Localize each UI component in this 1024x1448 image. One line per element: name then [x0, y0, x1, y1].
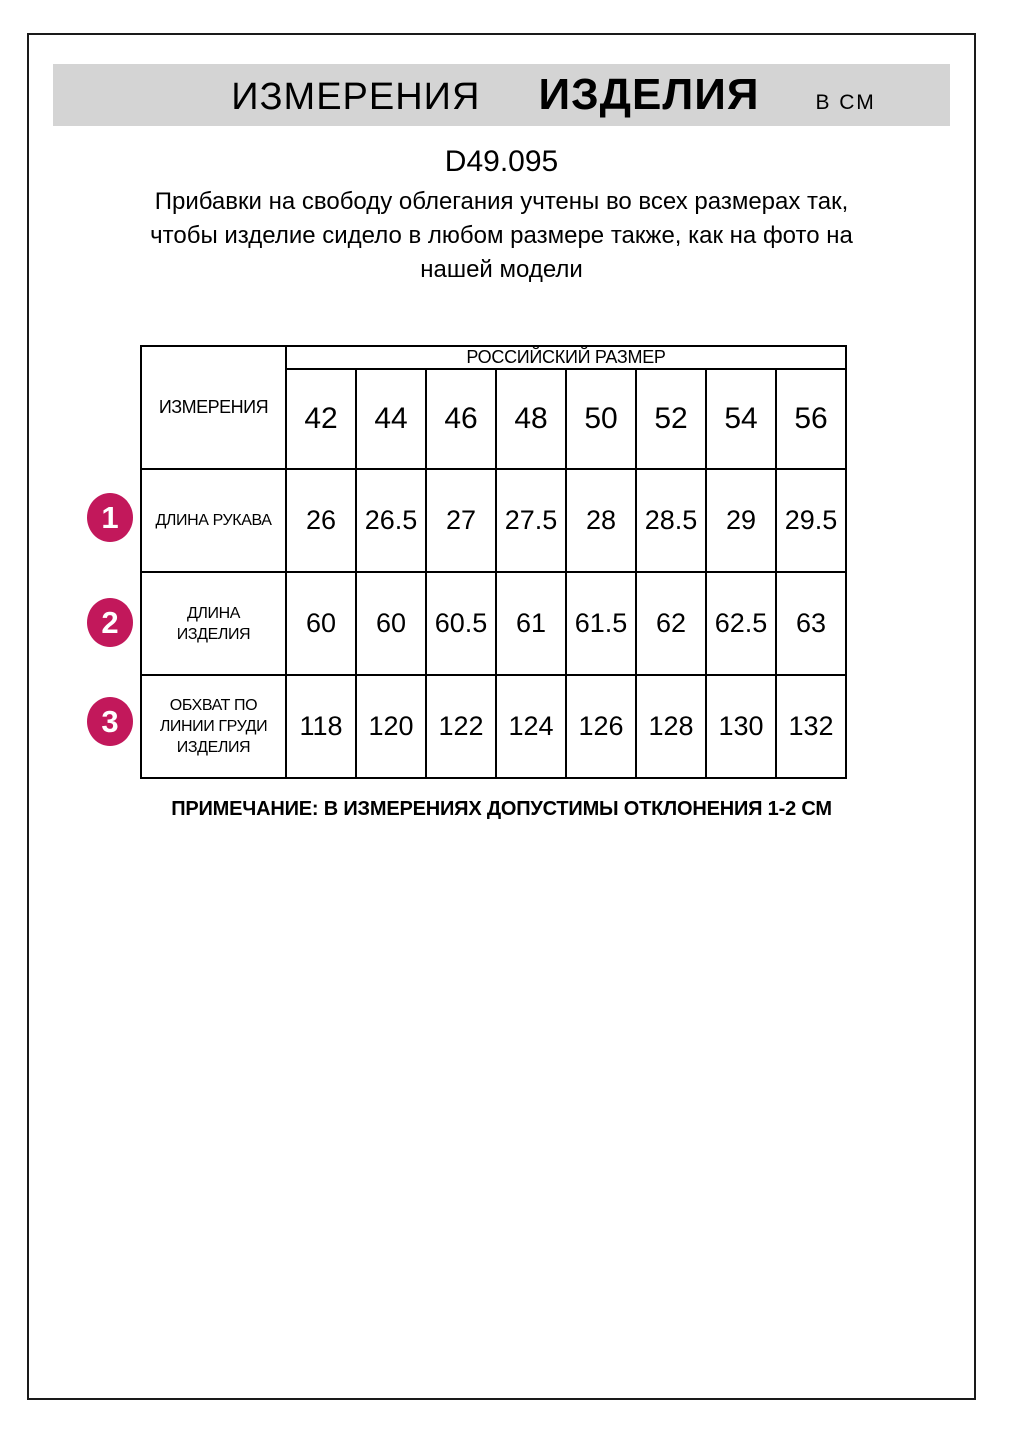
table-cell: 27.5 [495, 468, 567, 573]
table-cell: 62 [635, 571, 707, 676]
size-column-header: 48 [495, 368, 567, 470]
table-cell: 29 [705, 468, 777, 573]
size-column-header: 46 [425, 368, 497, 470]
table-cell: 60.5 [425, 571, 497, 676]
table-group-header-row: ИЗМЕРЕНИЯ РОССИЙСКИЙ РАЗМЕР [140, 345, 847, 470]
table-cell: 26 [285, 468, 357, 573]
table-cell: 132 [775, 674, 847, 779]
row-label: ОБХВАТ ПО ЛИНИИ ГРУДИ ИЗДЕЛИЯ [140, 674, 287, 779]
table-cell: 29.5 [775, 468, 847, 573]
size-column-header: 54 [705, 368, 777, 470]
table-cell: 126 [565, 674, 637, 779]
title-bar: ИЗМЕРЕНИЯ ИЗДЕЛИЯ В СМ [53, 64, 950, 126]
size-column-header: 50 [565, 368, 637, 470]
row-number-badge-1: 1 [87, 493, 133, 542]
table-cell: 122 [425, 674, 497, 779]
article-code: D49.095 [444, 145, 559, 178]
title-word-garment: ИЗДЕЛИЯ [538, 70, 760, 119]
fit-description: Прибавки на свободу облегания учтены во … [150, 188, 853, 283]
size-column-header: 42 [285, 368, 357, 470]
table-cell: 124 [495, 674, 567, 779]
row-label: ДЛИНА РУКАВА [140, 468, 287, 573]
table-row-sleeve-length: ДЛИНА РУКАВА 26 26.5 27 27.5 28 28.5 29 … [140, 468, 847, 573]
title-unit: В СМ [815, 91, 876, 114]
table-cell: 63 [775, 571, 847, 676]
table-row-garment-length: ДЛИНА ИЗДЕЛИЯ 60 60 60.5 61 61.5 62 62.5… [140, 571, 847, 676]
table-corner-header: ИЗМЕРЕНИЯ [140, 345, 287, 470]
table-cell: 128 [635, 674, 707, 779]
table-cell: 61.5 [565, 571, 637, 676]
table-cell: 26.5 [355, 468, 427, 573]
size-table: ИЗМЕРЕНИЯ РОССИЙСКИЙ РАЗМЕР 42 44 46 48 … [140, 345, 847, 779]
table-cell: 28 [565, 468, 637, 573]
row-number-badge-2: 2 [87, 598, 133, 647]
table-cell: 60 [355, 571, 427, 676]
table-cell: 27 [425, 468, 497, 573]
table-cell: 61 [495, 571, 567, 676]
table-row-chest-girth: ОБХВАТ ПО ЛИНИИ ГРУДИ ИЗДЕЛИЯ 118 120 12… [140, 674, 847, 779]
table-cell: 130 [705, 674, 777, 779]
size-column-header: 52 [635, 368, 707, 470]
table-cell: 120 [355, 674, 427, 779]
table-size-header-row: 42 44 46 48 50 52 54 56 [141, 368, 847, 470]
table-cell: 28.5 [635, 468, 707, 573]
table-cell: 62.5 [705, 571, 777, 676]
page-border: ИЗМЕРЕНИЯ ИЗДЕЛИЯ В СМ D49.095 Прибавки … [27, 33, 976, 1400]
size-column-header: 56 [775, 368, 847, 470]
table-cell: 60 [285, 571, 357, 676]
size-column-header: 44 [355, 368, 427, 470]
title-word-measurements: ИЗМЕРЕНИЯ [231, 76, 481, 118]
table-cell: 118 [285, 674, 357, 779]
russian-size-header: РОССИЙСКИЙ РАЗМЕР [285, 345, 847, 370]
tolerance-note: ПРИМЕЧАНИЕ: В ИЗМЕРЕНИЯХ ДОПУСТИМЫ ОТКЛО… [171, 798, 832, 820]
row-label: ДЛИНА ИЗДЕЛИЯ [140, 571, 287, 676]
row-number-badge-3: 3 [87, 697, 133, 746]
